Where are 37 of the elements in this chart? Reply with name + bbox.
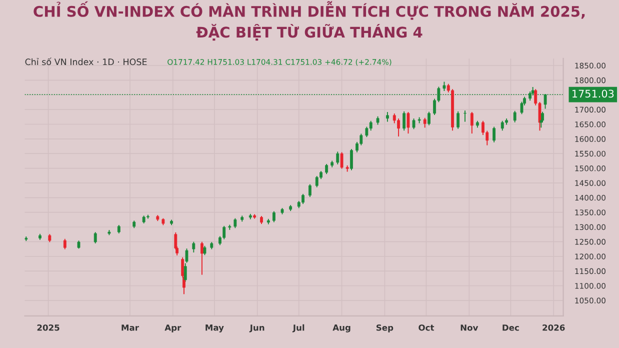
candlestick bbox=[94, 232, 97, 244]
candlestick bbox=[470, 112, 474, 134]
x-tick-label: Nov bbox=[460, 324, 478, 331]
candlestick bbox=[302, 194, 304, 204]
x-tick-label: Mar bbox=[122, 324, 139, 331]
candlestick bbox=[192, 242, 196, 252]
candlestick bbox=[428, 112, 430, 126]
candlestick bbox=[200, 242, 204, 275]
candlestick bbox=[397, 118, 400, 136]
candlestick bbox=[412, 118, 416, 130]
chart-title: CHỈ SỐ VN-INDEX CÓ MÀN TRÌNH DIỄN TÍCH CỰC TRONG NĂM 2025, ĐẶC BIỆT TỪ GIỮA THÁNG 4 bbox=[34, 1, 585, 41]
candlestick bbox=[350, 149, 353, 170]
candlestick bbox=[325, 164, 328, 174]
candlestick bbox=[513, 110, 516, 122]
candlestick bbox=[418, 117, 421, 124]
candlestick bbox=[272, 211, 276, 222]
candlestick bbox=[63, 238, 66, 250]
candlestick bbox=[406, 112, 410, 134]
x-tick-label: Jun bbox=[249, 324, 264, 332]
ref-line-label: 1751.03 bbox=[572, 90, 614, 98]
annotation: Chỉ số VN Index · 1D · HOSE bbox=[25, 58, 147, 66]
x-tick-label: Dec bbox=[502, 324, 519, 331]
candlestick bbox=[308, 184, 312, 197]
candlestick bbox=[456, 111, 460, 129]
x-tick-label: Oct bbox=[418, 324, 434, 331]
x-tick-label: Jul bbox=[292, 324, 304, 332]
x-tick-label: 2025 bbox=[37, 324, 60, 331]
candlestick bbox=[492, 126, 496, 142]
x-tick-label: Aug bbox=[332, 324, 350, 332]
x-tick-label: Apr bbox=[164, 324, 182, 332]
candlestick bbox=[402, 111, 406, 131]
candlestick bbox=[336, 152, 340, 164]
candlestick bbox=[340, 152, 344, 169]
candlestick bbox=[315, 176, 318, 188]
x-tick-label: May bbox=[206, 324, 224, 332]
x-tick-label: 2026 bbox=[542, 324, 565, 331]
x-tick-label: Sep bbox=[376, 324, 394, 332]
